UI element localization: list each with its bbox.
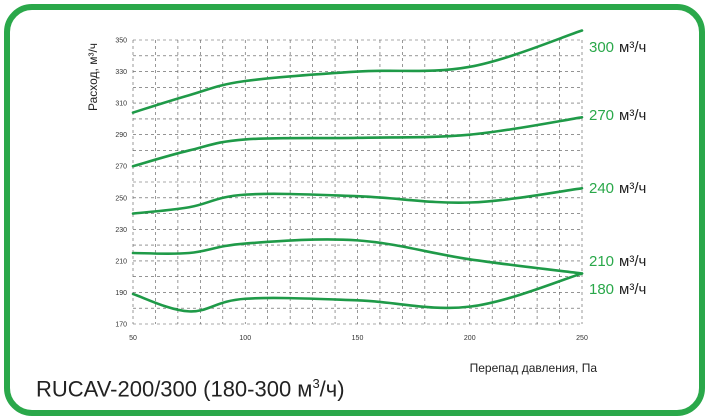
x-tick-label: 250 — [576, 335, 588, 342]
y-tick-label: 250 — [115, 195, 127, 202]
title-end: /ч) — [319, 376, 345, 402]
series-lines — [131, 29, 584, 313]
y-tick-label: 190 — [115, 290, 127, 297]
y-tick-label: 350 — [115, 38, 127, 45]
y-tick-label: 230 — [115, 227, 127, 234]
y-tick-label: 290 — [115, 132, 127, 139]
series-label: 180 м³/ч — [589, 281, 646, 298]
series-line — [131, 187, 584, 215]
y-tick-label: 270 — [115, 164, 127, 171]
series-label: 300 м³/ч — [589, 39, 646, 56]
series-label: 240 м³/ч — [589, 180, 646, 197]
y-axis-label: Расход, м³/ч — [86, 43, 100, 111]
chart-title: RUCAV-200/300 (180-300 м3/ч) — [36, 376, 345, 402]
series-line — [131, 116, 584, 168]
series-line — [131, 238, 584, 275]
y-tick-label: 310 — [115, 101, 127, 108]
x-tick-label: 50 — [129, 335, 137, 342]
x-axis-label: Перепад давления, Па — [470, 361, 598, 375]
title-superscript: 3 — [312, 376, 320, 391]
series-label: 210 м³/ч — [589, 253, 646, 270]
grid — [132, 39, 583, 325]
y-tick-label: 210 — [115, 258, 127, 265]
x-tick-label: 100 — [239, 335, 251, 342]
series-line — [131, 29, 584, 114]
ticks: 170 190 210 230 250 270 290 310 330 350 50 100 150 20… — [115, 38, 588, 343]
series-line — [131, 272, 584, 313]
series-label: 270 м³/ч — [589, 107, 646, 124]
y-tick-label: 170 — [115, 322, 127, 329]
y-tick-label: 330 — [115, 69, 127, 76]
series-labels: 300 м³/ч 270 м³/ч 240 м³/ч 210 м³/ч 180 м³/ч — [589, 39, 646, 298]
x-tick-label: 150 — [352, 335, 364, 342]
x-tick-label: 200 — [464, 335, 476, 342]
title-main: RUCAV-200/300 (180-300 м — [36, 376, 313, 402]
